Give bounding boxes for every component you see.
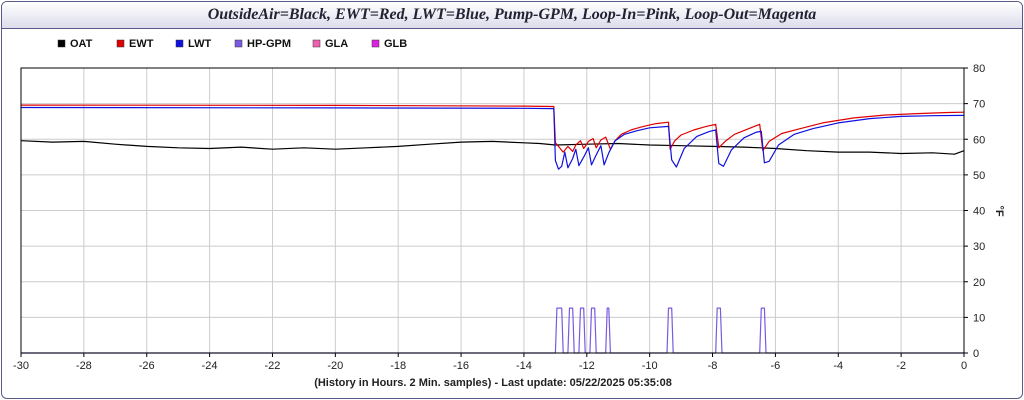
y-tick-label: 80 bbox=[973, 63, 985, 75]
series-line-oat bbox=[20, 140, 965, 155]
grid bbox=[20, 67, 965, 354]
y-axis-ticks: 0 10 20 30 40 50 60 70 80 bbox=[964, 63, 985, 360]
x-tick-label: -14 bbox=[516, 360, 532, 372]
y-tick-label: 0 bbox=[973, 348, 979, 360]
legend-label-glb: GLB bbox=[384, 38, 407, 50]
chart-title: OutsideAir=Black, EWT=Red, LWT=Blue, Pum… bbox=[207, 6, 817, 23]
legend-label-oat: OAT bbox=[70, 38, 93, 50]
x-axis-caption: (History in Hours. 2 Min. samples) - Las… bbox=[314, 377, 672, 389]
x-tick-label: -16 bbox=[453, 360, 469, 372]
series-line-lwt bbox=[20, 106, 965, 170]
y-tick-label: 10 bbox=[973, 312, 985, 324]
x-tick-label: -4 bbox=[833, 360, 843, 372]
series-line-ewt bbox=[20, 104, 965, 153]
x-tick-label: -26 bbox=[139, 360, 155, 372]
x-tick-label: 0 bbox=[961, 360, 967, 372]
legend: OAT EWT LWT HP-GPM GLA GLB bbox=[57, 38, 407, 50]
x-tick-label: -28 bbox=[76, 360, 92, 372]
x-axis-ticks: -30 -28 -26 -24 -22 -20 -18 -16 -14 -12 -10 -8 -6 -4-… bbox=[13, 353, 967, 372]
legend-swatch-glb bbox=[371, 39, 380, 48]
y-tick-label: 70 bbox=[973, 99, 985, 111]
x-tick-label: -22 bbox=[265, 360, 281, 372]
x-tick-label: -20 bbox=[327, 360, 343, 372]
x-tick-label: -12 bbox=[579, 360, 595, 372]
y-tick-label: 60 bbox=[973, 134, 985, 146]
y-tick-label: 40 bbox=[973, 206, 985, 218]
x-tick-label: -2 bbox=[896, 360, 906, 372]
y-tick-label: 50 bbox=[973, 170, 985, 182]
legend-swatch-hp-gpm bbox=[234, 39, 243, 48]
legend-swatch-oat bbox=[57, 39, 66, 48]
legend-swatch-gla bbox=[312, 39, 321, 48]
y-axis-unit: °F bbox=[993, 205, 1005, 216]
legend-swatch-ewt bbox=[116, 39, 125, 48]
legend-label-lwt: LWT bbox=[188, 38, 211, 50]
legend-swatch-lwt bbox=[175, 39, 184, 48]
y-tick-label: 20 bbox=[973, 277, 985, 289]
legend-label-hp-gpm: HP-GPM bbox=[247, 38, 291, 50]
x-tick-label: -24 bbox=[202, 360, 218, 372]
y-tick-label: 30 bbox=[973, 241, 985, 253]
x-tick-label: -18 bbox=[390, 360, 406, 372]
x-tick-label: -8 bbox=[708, 360, 718, 372]
legend-label-gla: GLA bbox=[325, 38, 348, 50]
x-tick-label: -10 bbox=[642, 360, 658, 372]
x-tick-label: -30 bbox=[13, 360, 29, 372]
series-layer bbox=[20, 104, 965, 354]
title-bar: OutsideAir=Black, EWT=Red, LWT=Blue, Pum… bbox=[2, 2, 1022, 29]
series-line-hp-gpm bbox=[21, 307, 964, 354]
legend-label-ewt: EWT bbox=[129, 38, 154, 50]
x-tick-label: -6 bbox=[771, 360, 781, 372]
